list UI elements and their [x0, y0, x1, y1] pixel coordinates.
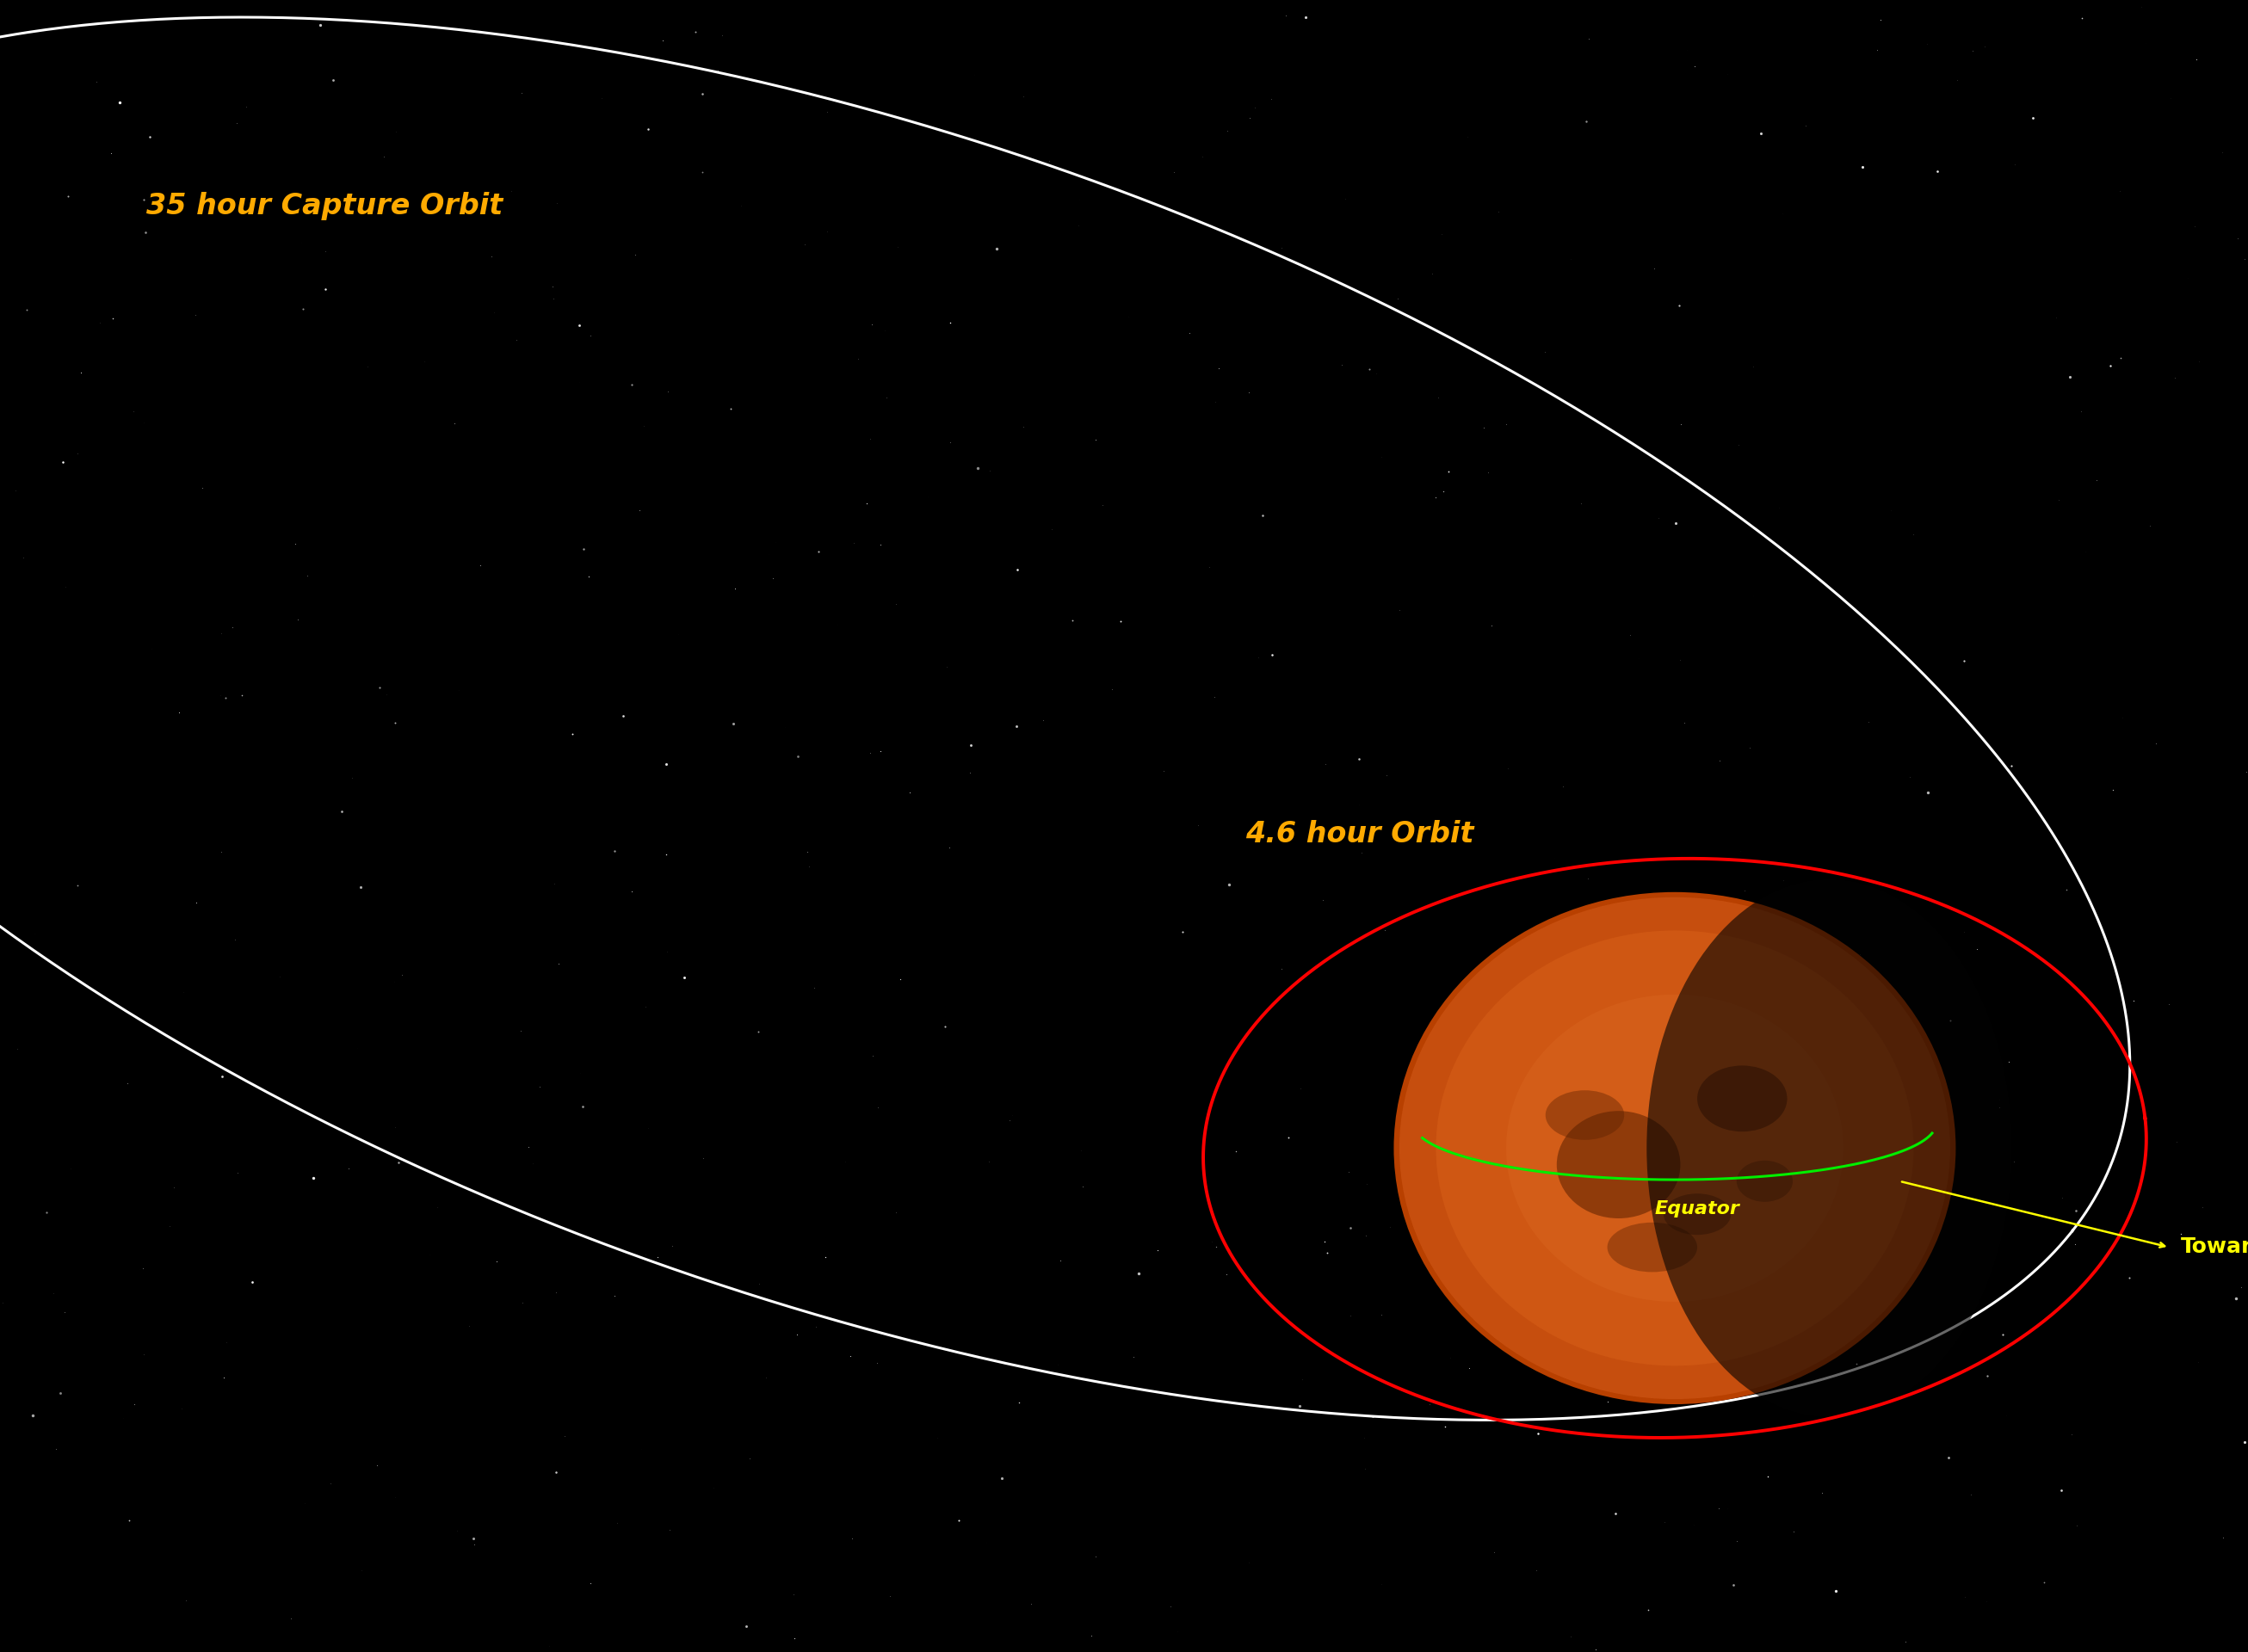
- Ellipse shape: [1697, 1066, 1787, 1132]
- Ellipse shape: [1398, 897, 1949, 1399]
- Text: Equator: Equator: [1655, 1201, 1740, 1218]
- Text: 4.6 hour Orbit: 4.6 hour Orbit: [1245, 819, 1475, 849]
- Text: Towards_Sun: Towards_Sun: [2181, 1236, 2248, 1259]
- Ellipse shape: [1544, 1090, 1623, 1140]
- Ellipse shape: [1664, 1193, 1731, 1236]
- Ellipse shape: [1646, 879, 2012, 1417]
- Ellipse shape: [1394, 892, 1956, 1404]
- Ellipse shape: [1607, 1222, 1697, 1272]
- Ellipse shape: [1506, 995, 1843, 1302]
- Text: 35 hour Capture Orbit: 35 hour Capture Orbit: [146, 192, 504, 221]
- Ellipse shape: [1738, 1160, 1794, 1203]
- Ellipse shape: [1556, 1112, 1679, 1219]
- Ellipse shape: [1436, 930, 1913, 1366]
